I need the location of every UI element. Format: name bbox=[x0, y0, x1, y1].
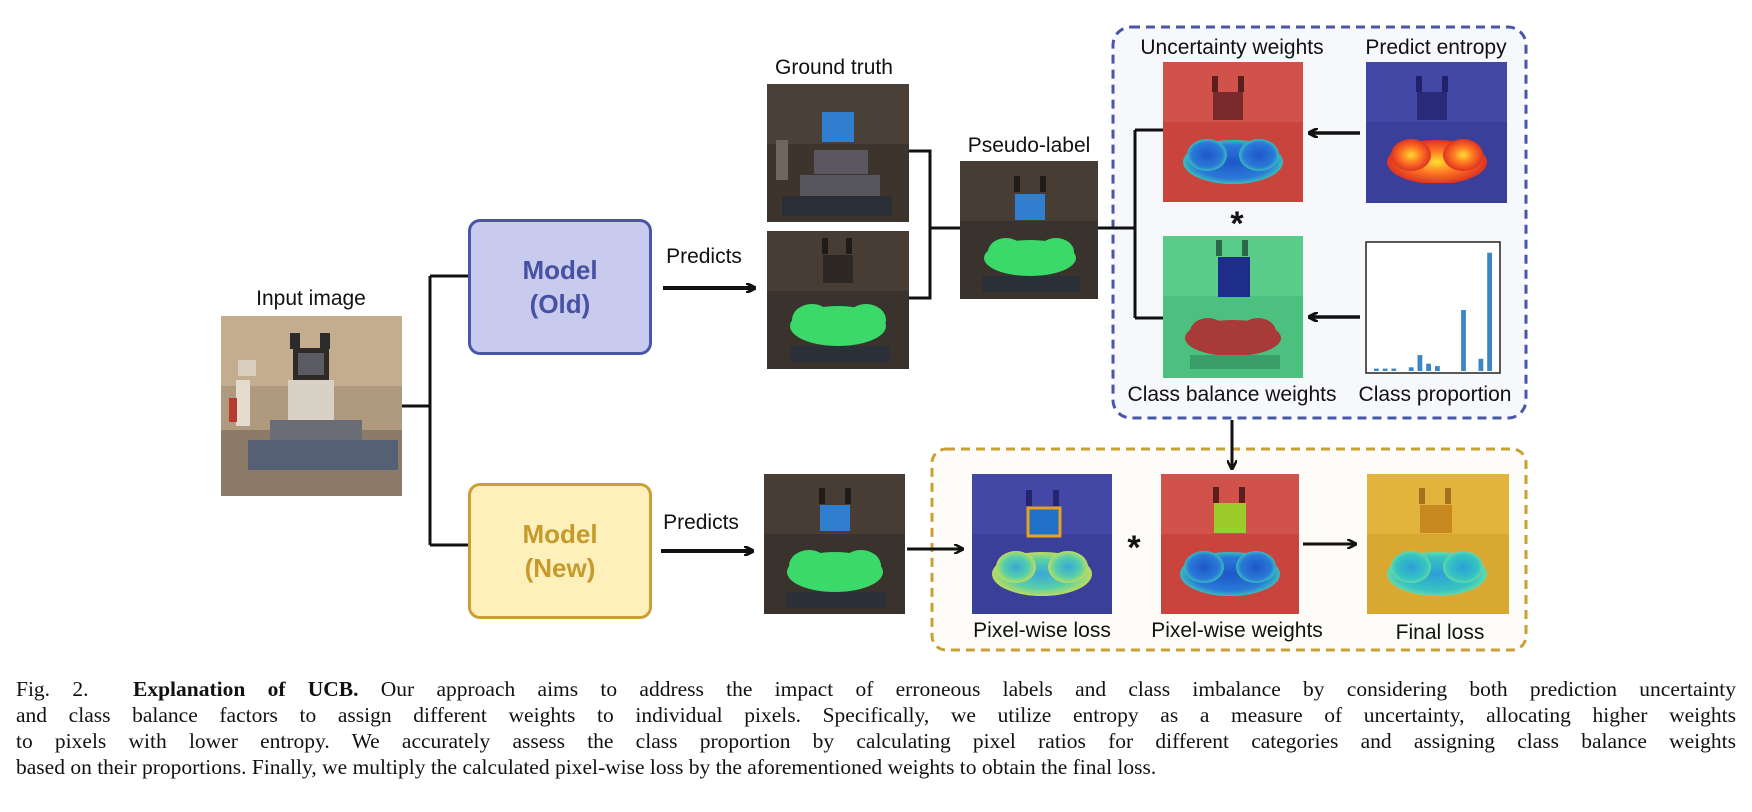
pixel-wise-weights-image bbox=[1161, 474, 1299, 614]
predicts-old-label: Predicts bbox=[666, 245, 742, 268]
class-proportion-bar bbox=[1382, 368, 1388, 371]
new-model-label-line2: (New) bbox=[524, 553, 596, 583]
old-model-box: Model (Old) bbox=[468, 219, 652, 355]
class-balance-weights-label: Class balance weights bbox=[1127, 383, 1337, 406]
pseudo-label-image bbox=[960, 161, 1098, 299]
pseudo-label-label: Pseudo-label bbox=[967, 134, 1091, 157]
predict-entropy-image bbox=[1366, 62, 1507, 203]
class-proportion-bar bbox=[1461, 310, 1466, 371]
class-proportion-bars bbox=[1374, 252, 1492, 371]
class-proportion-chart bbox=[1365, 241, 1501, 374]
caption-title: Explanation of UCB. bbox=[132, 677, 359, 701]
multiply-symbol-bottom: * bbox=[1127, 529, 1141, 567]
uncertainty-weights-label: Uncertainty weights bbox=[1140, 36, 1324, 59]
pixel-wise-weights-label: Pixel-wise weights bbox=[1151, 619, 1323, 642]
pseudo-label-merge-lines bbox=[909, 149, 960, 300]
final-loss-image bbox=[1367, 474, 1509, 614]
predicts-new-label: Predicts bbox=[663, 511, 739, 534]
input-image-label: Input image bbox=[256, 287, 366, 310]
input-image bbox=[221, 316, 402, 496]
class-balance-weights-image bbox=[1163, 236, 1303, 378]
figure-caption: Fig. 2. Explanation of UCB. Our approach… bbox=[16, 676, 1736, 780]
class-proportion-bar bbox=[1478, 358, 1484, 371]
caption-line-4: based on their proportions. Finally, we … bbox=[16, 755, 1157, 779]
new-model-label-line1: Model bbox=[522, 519, 598, 549]
new-model-box: Model (New) bbox=[468, 483, 652, 619]
pixel-wise-loss-label: Pixel-wise loss bbox=[973, 619, 1111, 642]
class-proportion-bar bbox=[1408, 367, 1414, 371]
caption-line-1-text: Our approach aims to address the impact … bbox=[380, 677, 1737, 701]
class-proportion-bar bbox=[1417, 355, 1423, 371]
class-proportion-label: Class proportion bbox=[1358, 383, 1512, 406]
pixel-wise-loss-image bbox=[972, 474, 1112, 614]
predict-entropy-label: Predict entropy bbox=[1365, 36, 1507, 59]
caption-fig-label: Fig. 2. bbox=[16, 677, 89, 701]
ground-truth-label: Ground truth bbox=[775, 56, 893, 79]
caption-line-2: and class balance factors to assign diff… bbox=[16, 703, 1736, 727]
caption-line-1: Fig. 2. Explanation of UCB. Our approach… bbox=[16, 676, 1736, 702]
old-model-label-line2: (Old) bbox=[529, 289, 591, 319]
new-prediction-image bbox=[764, 474, 905, 614]
caption-line-3: to pixels with lower entropy. We accurat… bbox=[16, 729, 1736, 753]
uncertainty-weights-image bbox=[1163, 62, 1303, 202]
ground-truth-image bbox=[767, 84, 909, 222]
old-model-label-line1: Model bbox=[522, 255, 598, 285]
class-proportion-bar bbox=[1374, 368, 1379, 371]
pseudo-to-weights-lines bbox=[1098, 128, 1163, 320]
final-loss-label: Final loss bbox=[1395, 621, 1485, 644]
diagram-canvas bbox=[221, 25, 1528, 652]
class-proportion-bar bbox=[1426, 363, 1431, 371]
input-branch-lines bbox=[402, 274, 468, 547]
class-proportion-bar bbox=[1435, 366, 1440, 371]
ucb-diagram: Model (Old) Model (New) Input image Grou… bbox=[221, 25, 1528, 652]
old-prediction-image bbox=[767, 231, 909, 369]
class-proportion-bar bbox=[1487, 252, 1492, 371]
class-proportion-bar bbox=[1391, 368, 1397, 371]
multiply-symbol-top: * bbox=[1230, 205, 1244, 243]
